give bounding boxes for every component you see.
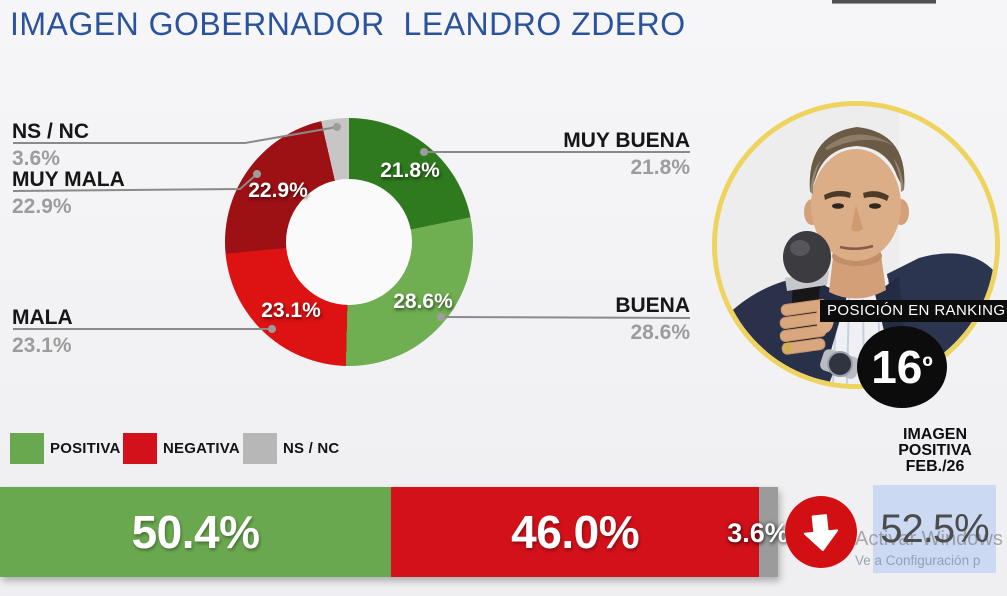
governor-photo: [712, 101, 1000, 389]
page-title: IMAGEN GOBERNADOR LEANDRO ZDERO: [10, 6, 686, 42]
summary-stacked-bar: 50.4% 46.0%: [0, 487, 778, 577]
trend-down-badge: [785, 496, 857, 568]
legend-label-nsnc: NS / NC: [283, 440, 340, 457]
legend-swatch-negativa: [123, 433, 157, 464]
callout-mala-pct: 23.1%: [12, 334, 72, 357]
positive-image-value: 52.5%: [880, 507, 989, 551]
windows-activation-watermark-line1: Activar Windows: [855, 528, 1003, 550]
ranking-position-number: 16: [871, 341, 923, 393]
windows-activation-watermark-line2: Ve a Configuración p: [855, 553, 981, 568]
bar-segment-positiva: 50.4%: [0, 487, 392, 577]
right-panel-caption: IMAGEN POSITIVA FEB./26: [873, 427, 997, 475]
callout-mala-label: MALA: [12, 306, 73, 329]
slice-label-muy-buena: 21.8%: [380, 159, 440, 182]
donut-chart: [225, 118, 473, 366]
bar-label-positiva: 50.4%: [131, 506, 260, 558]
legend-item-negativa: NEGATIVA: [123, 433, 240, 464]
callout-buena-label: BUENA: [615, 294, 690, 317]
legend-label-positiva: POSITIVA: [50, 440, 121, 457]
legend-swatch-positiva: [10, 433, 44, 464]
caption-line-2: POSITIVA: [898, 442, 972, 459]
ranking-badge: POSICIÓN EN RANKING: [820, 300, 1007, 322]
slice-label-muy-mala: 22.9%: [248, 179, 308, 202]
bar-label-nsnc: 3.6%: [727, 518, 789, 548]
slice-label-mala: 23.1%: [261, 299, 321, 322]
callout-nsnc-pct: 3.6%: [12, 147, 60, 170]
governor-portrait-image: [717, 106, 995, 384]
legend-swatch-nsnc: [243, 433, 277, 464]
caption-line-3: FEB./26: [905, 458, 965, 475]
callout-nsnc-label: NS / NC: [12, 120, 90, 143]
callout-muybuena-label: MUY BUENA: [563, 129, 690, 152]
positive-image-value-box: [873, 485, 996, 573]
slice-label-buena: 28.6%: [393, 290, 453, 313]
ranking-position-badge: 16 º: [857, 326, 947, 408]
callout-muymala-pct: 22.9%: [12, 195, 72, 218]
bar-label-negativa: 46.0%: [511, 506, 640, 558]
down-arrow-icon: [803, 514, 839, 552]
callout-muybuena-pct: 21.8%: [630, 156, 690, 179]
top-window-strip: [832, 0, 936, 4]
caption-line-1: IMAGEN: [903, 426, 967, 443]
legend-item-nsnc: NS / NC: [243, 433, 339, 464]
callout-buena-pct: 28.6%: [630, 321, 690, 344]
legend-item-positiva: POSITIVA: [10, 433, 121, 464]
bar-segment-negativa: 46.0%: [391, 487, 760, 577]
donut-hole: [286, 179, 412, 305]
legend-label-negativa: NEGATIVA: [163, 440, 240, 457]
bar-segment-nsnc: [759, 487, 778, 577]
callout-muymala-label: MUY MALA: [12, 168, 125, 191]
